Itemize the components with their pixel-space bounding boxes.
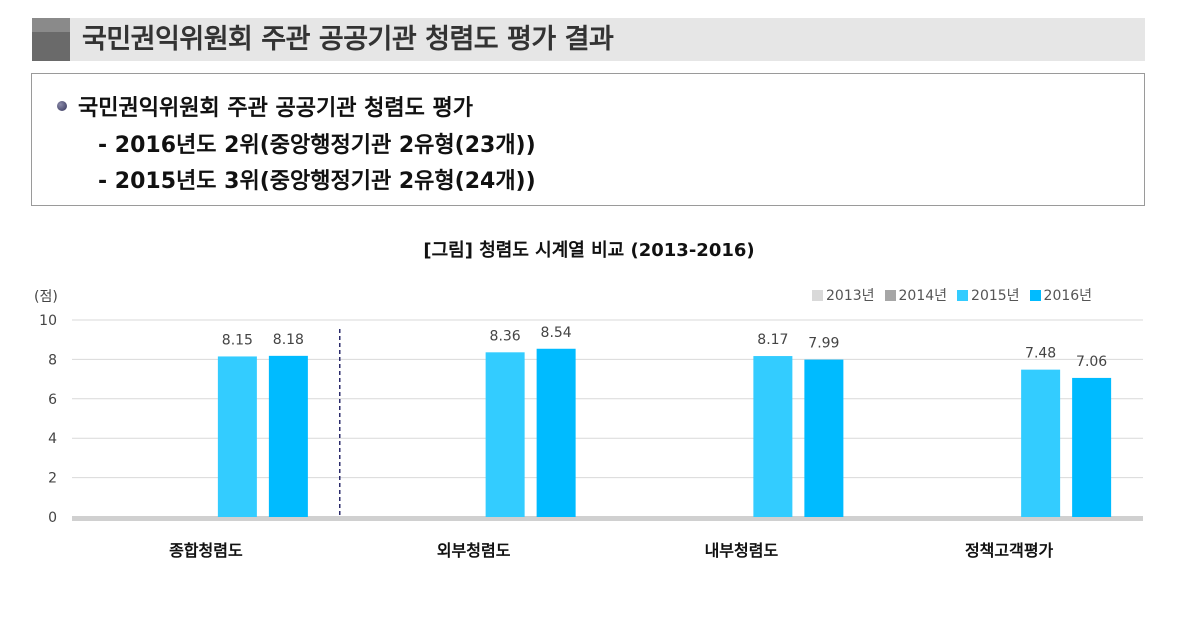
category-label-2: 내부청렴도 (705, 541, 779, 560)
info-line-2015: - 2015년도 3위(중앙행정기관 2유형(24개)) (98, 169, 536, 194)
data-label-0-3: 8.18 (273, 332, 304, 348)
bar-3-2 (1021, 369, 1061, 517)
legend-swatch-2015 (957, 289, 969, 301)
legend-item-2013: 2013년 (812, 285, 875, 305)
y-tick-label-4: 4 (48, 431, 57, 447)
data-label-3-3: 7.06 (1076, 354, 1107, 370)
category-label-1: 외부청렴도 (437, 541, 511, 560)
title-bar: 국민권익위원회 주관 공공기관 청렴도 평가 결과 (32, 18, 1145, 61)
bar-0-2 (217, 356, 257, 517)
chart-title: [그림] 청렴도 시계열 비교 (2013-2016) (423, 240, 755, 261)
bar-2-2 (753, 356, 793, 517)
y-axis-unit: (점) (34, 289, 58, 305)
legend-label-2015: 2015년 (971, 288, 1020, 304)
bar-3-3 (1072, 377, 1112, 517)
data-label-0-2: 8.15 (222, 332, 253, 348)
data-label-1-3: 8.54 (541, 325, 572, 341)
category-label-0: 종합청렴도 (169, 541, 243, 560)
legend-label-2016: 2016년 (1043, 288, 1093, 304)
data-label-2-3: 7.99 (808, 336, 839, 352)
legend-item-2016: 2016년 (1029, 285, 1093, 305)
chart-legend: 2013년 2014년 2015년 2016년 (812, 285, 1102, 305)
x-axis-baseline (72, 516, 1143, 521)
bar-1-2 (485, 352, 525, 517)
data-label-1-2: 8.36 (490, 328, 521, 344)
legend-swatch-2014 (884, 289, 896, 301)
data-label-3-2: 7.48 (1025, 346, 1056, 362)
info-box: 국민권익위원회 주관 공공기관 청렴도 평가 - 2016년도 2위(중앙행정기… (31, 73, 1145, 206)
data-label-2-2: 8.17 (757, 332, 788, 348)
page-title: 국민권익위원회 주관 공공기관 청렴도 평가 결과 (82, 24, 614, 55)
title-marker (32, 18, 70, 61)
legend-label-2013: 2013년 (826, 288, 875, 304)
category-label-3: 정책고객평가 (965, 541, 1054, 560)
y-tick-label-6: 6 (48, 392, 57, 408)
y-tick-label-0: 0 (48, 510, 57, 526)
y-tick-label-10: 10 (39, 313, 57, 329)
legend-swatch-2013 (812, 289, 823, 301)
info-headline: 국민권익위원회 주관 공공기관 청렴도 평가 (78, 96, 473, 121)
bullet-icon (57, 101, 67, 111)
bar-2-3 (804, 359, 844, 517)
bar-1-3 (536, 348, 576, 517)
info-line-2016: - 2016년도 2위(중앙행정기관 2유형(23개)) (98, 133, 536, 158)
legend-item-2014: 2014년 (884, 285, 948, 305)
legend-label-2014: 2014년 (898, 288, 948, 304)
legend-swatch-2016 (1029, 289, 1041, 301)
legend-item-2015: 2015년 (957, 285, 1020, 305)
y-tick-label-8: 8 (48, 352, 57, 368)
y-tick-label-2: 2 (48, 471, 57, 487)
bar-0-3 (268, 355, 308, 517)
